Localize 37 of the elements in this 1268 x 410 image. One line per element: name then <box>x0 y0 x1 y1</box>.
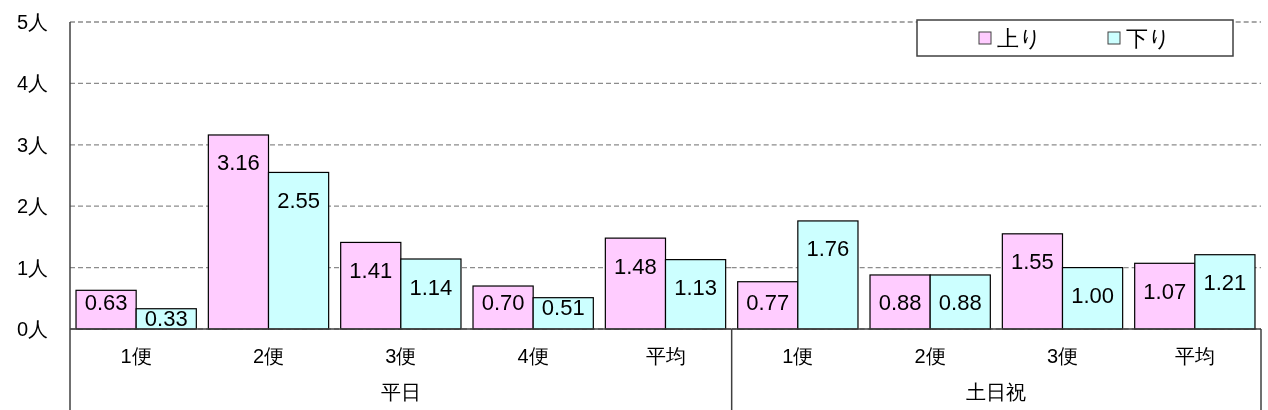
data-label: 1.55 <box>1011 249 1054 275</box>
data-label: 1.13 <box>674 275 717 301</box>
x-axis-title: 平日 <box>380 381 421 403</box>
x-tick-label: 平均 <box>645 345 686 367</box>
x-tick-label: 4便 <box>517 345 549 367</box>
x-tick-label: 1便 <box>120 345 152 367</box>
data-label: 1.00 <box>1071 283 1114 309</box>
x-tick-label: 1便 <box>782 345 814 367</box>
x-axis-title: 土日祝 <box>966 381 1027 403</box>
y-tick-label: 2人 <box>16 195 48 218</box>
data-label: 0.33 <box>144 306 188 332</box>
x-tick-label: 2便 <box>914 345 946 367</box>
y-tick-label: 1人 <box>16 256 48 279</box>
x-tick-label: 3便 <box>1046 345 1079 367</box>
data-label: 0.77 <box>746 289 790 315</box>
data-label: 1.21 <box>1203 270 1247 296</box>
y-tick-label: 3人 <box>16 133 48 156</box>
data-label: 1.76 <box>806 236 850 262</box>
y-tick-label: 5人 <box>16 11 48 33</box>
data-label: 1.41 <box>349 257 393 283</box>
data-label: 0.51 <box>541 295 585 321</box>
legend-label: 上り <box>997 25 1042 51</box>
data-label: 0.88 <box>938 289 982 315</box>
data-label: 1.14 <box>409 274 453 300</box>
data-label: 2.55 <box>277 187 320 213</box>
legend-label: 下り <box>1126 25 1171 51</box>
data-label: 3.16 <box>217 150 260 176</box>
y-tick-label: 0人 <box>16 318 48 340</box>
y-tick-label: 4人 <box>16 72 48 95</box>
x-tick-label: 3便 <box>385 345 417 367</box>
data-label: 0.88 <box>878 289 922 315</box>
data-label: 1.07 <box>1143 278 1187 304</box>
x-tick-label: 平均 <box>1174 345 1215 367</box>
data-label: 0.63 <box>84 289 128 315</box>
x-tick-label: 2便 <box>252 345 285 367</box>
data-label: 1.48 <box>614 253 657 279</box>
data-label: 0.70 <box>481 289 525 315</box>
